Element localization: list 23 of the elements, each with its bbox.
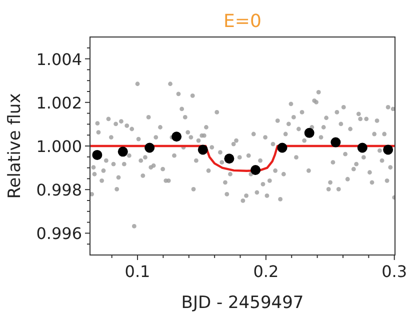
chart-title: E=0 [224, 11, 262, 32]
x-axis-title: BJD - 2459497 [181, 293, 304, 313]
point [277, 142, 288, 153]
point [357, 142, 368, 153]
point [144, 142, 155, 153]
point [92, 150, 102, 160]
y-tick-label: 1.002 [36, 93, 82, 112]
x-tick-label: 0.2 [253, 262, 279, 281]
point [224, 154, 234, 164]
y-tick-label: 1.000 [36, 137, 82, 156]
x-tick-label: 0.1 [124, 262, 150, 281]
point [250, 164, 261, 175]
y-tick-label: 0.996 [36, 224, 82, 244]
point [198, 144, 208, 155]
point [304, 128, 314, 138]
point [330, 137, 341, 148]
y-axis-title: Relative flux [5, 93, 25, 199]
point [118, 146, 128, 157]
y-tick-label: 0.998 [36, 180, 82, 200]
y-tick-label: 1.004 [36, 50, 82, 69]
point [383, 144, 394, 155]
x-tick-label: 0.3 [382, 262, 408, 281]
point [172, 132, 182, 142]
